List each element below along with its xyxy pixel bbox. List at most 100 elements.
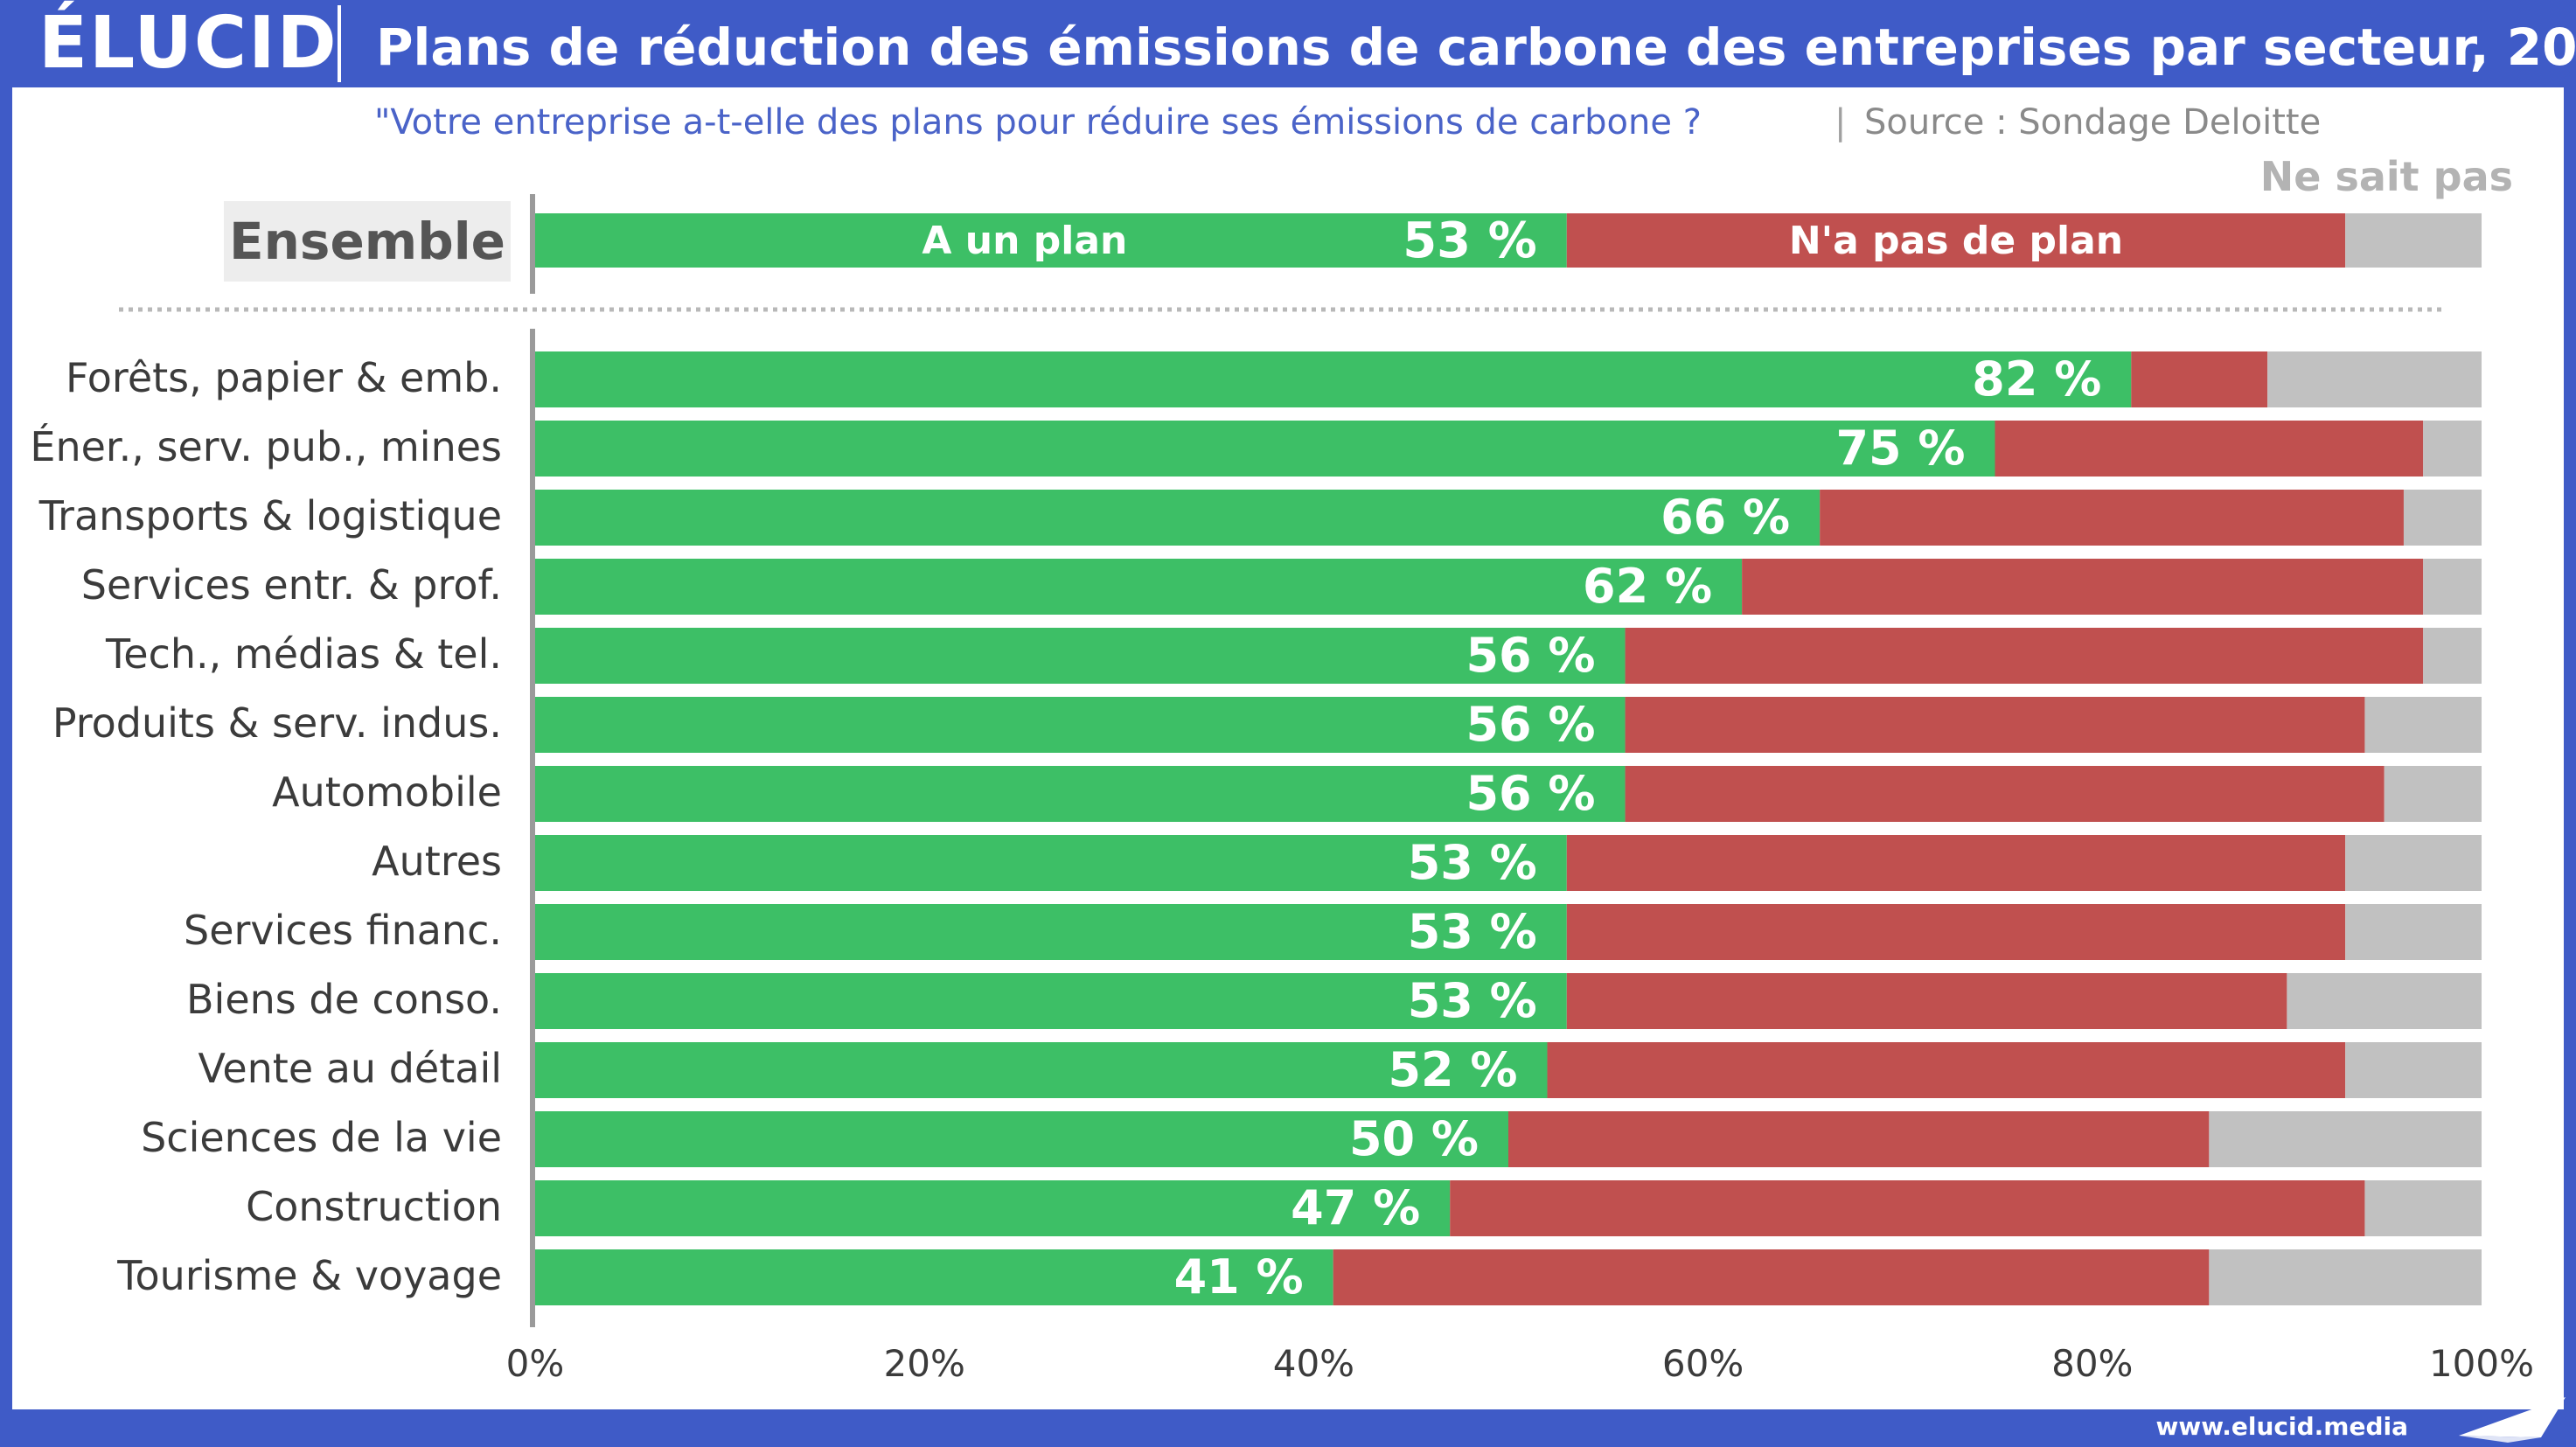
x-tick-label: 0% (506, 1342, 565, 1385)
category-label: Vente au détail (198, 1045, 502, 1092)
overall-bar-dont-know (2345, 213, 2482, 268)
bar-value-label: 82 % (1972, 351, 2101, 407)
bar-no-plan (1625, 628, 2424, 684)
overall-row: Ensemble A un plan 53 % N'a pas de plan Ne s… (224, 153, 2513, 294)
bar-has-plan (535, 1180, 1451, 1236)
category-label: Tourisme & voyage (116, 1252, 502, 1299)
subtitle-question: "Votre entreprise a-t-elle des plans pou… (374, 102, 1702, 143)
bar-no-plan (2131, 351, 2268, 407)
category-label: Services financ. (184, 907, 502, 954)
bar-dont-know (2209, 1249, 2482, 1305)
bar-has-plan (535, 835, 1567, 891)
x-tick-label: 40% (1273, 1342, 1354, 1385)
bar-dont-know (2423, 421, 2482, 477)
x-tick-label: 80% (2051, 1342, 2133, 1385)
overall-bar-no-plan (1566, 213, 2346, 268)
bar-no-plan (1508, 1111, 2210, 1167)
bar-has-plan (535, 1042, 1548, 1098)
x-tick-label: 100% (2429, 1342, 2534, 1385)
bar-value-label: 56 % (1466, 628, 1595, 683)
bar-value-label: 56 % (1466, 766, 1595, 821)
x-axis: 0% 20% 40% 60% 80% 100% (506, 1342, 2534, 1385)
overall-label: Ensemble (229, 212, 505, 271)
bar-value-label: 56 % (1466, 697, 1595, 752)
header-divider (338, 5, 341, 82)
bar-has-plan (535, 628, 1626, 684)
overall-bar-has-plan (535, 213, 1567, 268)
elucid-logo[interactable]: ÉLUCID (38, 2, 338, 85)
y-axis-line (530, 329, 535, 1327)
bar-has-plan (535, 490, 1821, 546)
bar-value-label: 52 % (1388, 1042, 1517, 1097)
category-label: Autres (372, 838, 502, 885)
overall-segment-label-dont-know: Ne sait pas (2260, 153, 2513, 200)
bar-dont-know (2345, 1042, 2482, 1098)
bar-value-label: 66 % (1660, 490, 1790, 545)
bar-dont-know (2345, 835, 2482, 891)
subtitle-separator: | (1835, 102, 1846, 143)
bar-no-plan (1547, 1042, 2346, 1098)
bar-no-plan (1566, 835, 2346, 891)
bar-no-plan (1566, 973, 2287, 1029)
bar-has-plan (535, 1111, 1508, 1167)
subtitle-source: Source : Sondage Deloitte (1864, 102, 2321, 143)
bar-dont-know (2345, 904, 2482, 960)
overall-value-label: 53 % (1403, 212, 1537, 269)
bar-has-plan (535, 559, 1743, 615)
bar-dont-know (2364, 697, 2482, 753)
category-label: Services entr. & prof. (81, 561, 502, 609)
bar-has-plan (535, 1249, 1333, 1305)
bar-no-plan (1625, 697, 2365, 753)
overall-axis-line (530, 194, 535, 294)
bar-value-label: 62 % (1583, 559, 1712, 614)
category-label: Transports & logistique (38, 492, 502, 539)
bar-dont-know (2209, 1111, 2482, 1167)
category-label: Tech., médias & tel. (105, 630, 502, 678)
bar-dont-know (2423, 628, 2482, 684)
bar-dont-know (2423, 559, 2482, 615)
bar-no-plan (1742, 559, 2424, 615)
category-label: Automobile (272, 769, 502, 816)
header-bar: ÉLUCID Plans de réduction des émissions … (0, 0, 2576, 87)
bar-has-plan (535, 697, 1626, 753)
bar-value-label: 53 % (1408, 904, 1537, 959)
bar-no-plan (1450, 1180, 2365, 1236)
bar-has-plan (535, 904, 1567, 960)
bar-value-label: 75 % (1835, 421, 1965, 476)
footer-url[interactable]: www.elucid.media (2155, 1412, 2408, 1441)
bar-value-label: 53 % (1408, 835, 1537, 890)
bar-dont-know (2267, 351, 2482, 407)
category-label: Produits & serv. indus. (52, 699, 502, 747)
paper-plane-icon (2459, 1397, 2566, 1443)
x-tick-label: 20% (884, 1342, 965, 1385)
bar-no-plan (1625, 766, 2385, 822)
bar-value-label: 53 % (1408, 973, 1537, 1028)
bar-has-plan (535, 766, 1626, 822)
bar-has-plan (535, 351, 2132, 407)
bar-no-plan (1333, 1249, 2210, 1305)
overall-label-box (224, 201, 511, 282)
category-label: Forêts, papier & emb. (66, 354, 502, 401)
sector-bars: Forêts, papier & emb. 82 % Éner., serv. pu… (30, 329, 2482, 1327)
category-label: Construction (246, 1183, 502, 1230)
bar-dont-know (2384, 766, 2482, 822)
bar-no-plan (1820, 490, 2404, 546)
category-label: Biens de conso. (186, 976, 502, 1023)
category-label: Éner., serv. pub., mines (30, 423, 502, 470)
overall-segment-label-no-plan: N'a pas de plan (1789, 219, 2123, 263)
bar-no-plan (1566, 904, 2346, 960)
bar-has-plan (535, 421, 1995, 477)
bar-dont-know (2287, 973, 2482, 1029)
bar-has-plan (535, 973, 1567, 1029)
overall-segment-label-has-plan: A un plan (922, 219, 1127, 263)
bar-value-label: 47 % (1291, 1180, 1420, 1235)
bar-value-label: 41 % (1174, 1249, 1304, 1304)
x-tick-label: 60% (1662, 1342, 1744, 1385)
category-label: Sciences de la vie (141, 1114, 502, 1161)
bar-no-plan (1995, 421, 2424, 477)
bar-value-label: 50 % (1349, 1111, 1479, 1166)
chart-title: Plans de réduction des émissions de carb… (376, 17, 2576, 77)
bar-dont-know (2364, 1180, 2482, 1236)
bar-dont-know (2403, 490, 2482, 546)
